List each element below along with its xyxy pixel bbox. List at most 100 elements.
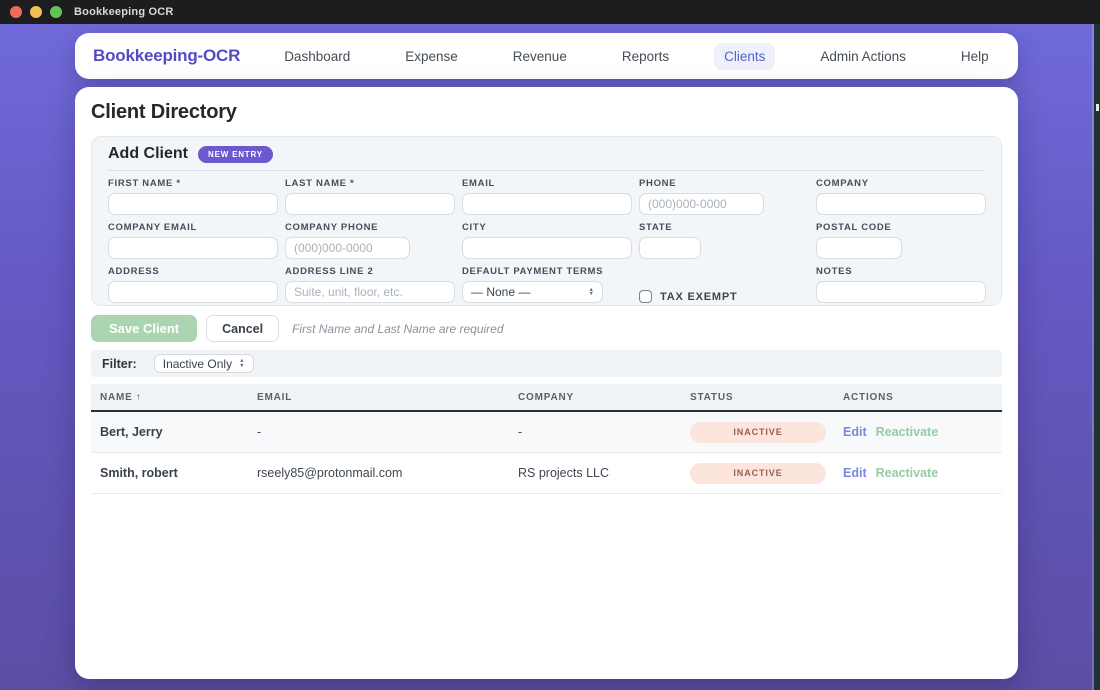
form-title: Add Client [108,145,188,162]
save-client-button[interactable]: Save Client [91,315,198,342]
last-name-label: LAST NAME * [285,178,355,189]
updown-arrows-icon: ▲ ▼ [239,358,245,369]
company-email-input[interactable] [108,237,278,259]
desktop-edge-strip [1094,24,1100,690]
phone-label: PHONE [639,178,677,189]
column-header-email[interactable]: EMAIL [257,391,293,403]
company-input[interactable] [816,193,986,215]
email-input[interactable] [462,193,632,215]
updown-arrows-icon: ▲ ▼ [588,286,594,297]
reactivate-link[interactable]: Reactivate [875,466,939,480]
company-label: COMPANY [816,178,869,189]
postal-code-input[interactable] [816,237,902,259]
field-email: EMAIL [462,176,639,215]
nav-menu: Dashboard Expense Revenue Reports Client… [274,42,999,70]
client-name: Smith, robert [100,466,178,480]
field-phone: PHONE [639,176,816,215]
field-notes: NOTES [816,264,986,303]
first-name-input[interactable] [108,193,278,215]
table-header-row: NAME ↑ EMAIL COMPANY STATUS ACTIONS [91,384,1002,412]
phone-input[interactable] [639,193,764,215]
filter-label: Filter: [102,356,137,371]
edit-link[interactable]: Edit [843,466,867,480]
field-address-line-2: ADDRESS LINE 2 [285,264,462,303]
field-address: ADDRESS [108,264,285,303]
nav-item-admin-actions[interactable]: Admin Actions [820,48,906,64]
notes-label: NOTES [816,266,853,277]
column-header-company[interactable]: COMPANY [518,391,574,403]
tax-exempt-checkbox[interactable] [639,290,652,303]
form-actions: Save Client Cancel First Name and Last N… [91,315,1002,342]
payment-terms-select[interactable]: — None — ▲ ▼ [462,281,603,303]
table-row: Bert, Jerry - - INACTIVE Edit Reactivate [91,412,1002,453]
state-input[interactable] [639,237,701,259]
client-email: rseely85@protonmail.com [257,466,403,480]
nav-item-dashboard[interactable]: Dashboard [284,48,351,64]
email-label: EMAIL [462,178,496,189]
city-input[interactable] [462,237,632,259]
field-state: STATE [639,220,816,259]
app-logo: Bookkeeping-OCR [93,46,241,65]
notes-input[interactable] [816,281,986,303]
status-badge: INACTIVE [690,421,826,443]
filter-bar: Filter: Inactive Only ▲ ▼ [91,350,1002,377]
company-email-label: COMPANY EMAIL [108,222,197,233]
field-first-name: FIRST NAME * [108,176,285,215]
field-last-name: LAST NAME * [285,176,462,215]
postal-code-label: POSTAL CODE [816,222,892,233]
tax-exempt-label: TAX EXEMPT [660,290,738,303]
column-header-status[interactable]: STATUS [690,391,734,403]
column-header-name[interactable]: NAME ↑ [100,391,142,403]
last-name-input[interactable] [285,193,455,215]
minimize-window-button[interactable] [30,6,42,18]
client-company: RS projects LLC [518,466,610,480]
nav-item-revenue[interactable]: Revenue [512,48,567,64]
address-line-2-label: ADDRESS LINE 2 [285,266,374,277]
payment-terms-value: — None — [471,285,531,299]
state-label: STATE [639,222,673,233]
status-filter-value: Inactive Only [162,356,233,371]
window-controls [10,6,62,18]
client-directory-panel: Client Directory Add Client NEW ENTRY FI… [75,87,1018,679]
form-divider [108,170,985,171]
edit-link[interactable]: Edit [843,425,867,439]
field-company-email: COMPANY EMAIL [108,220,285,259]
status-filter-select[interactable]: Inactive Only ▲ ▼ [153,354,254,373]
cancel-button[interactable]: Cancel [206,315,280,342]
clients-table: NAME ↑ EMAIL COMPANY STATUS ACTIONS Bert,… [91,384,1002,494]
client-company: - [518,425,523,439]
company-phone-label: COMPANY PHONE [285,222,379,233]
address-label: ADDRESS [108,266,160,277]
field-tax-exempt: TAX EXEMPT [639,285,816,308]
payment-terms-label: DEFAULT PAYMENT TERMS [462,266,604,277]
first-name-label: FIRST NAME * [108,178,181,189]
column-header-actions: ACTIONS [843,391,894,403]
add-client-form: Add Client NEW ENTRY FIRST NAME * LAST N… [91,136,1002,306]
nav-item-help[interactable]: Help [960,48,989,64]
window-title: Bookkeeping OCR [74,6,174,18]
zoom-window-button[interactable] [50,6,62,18]
company-phone-input[interactable] [285,237,410,259]
address-line-2-input[interactable] [285,281,455,303]
client-email: - [257,425,262,439]
reactivate-link[interactable]: Reactivate [875,425,939,439]
address-input[interactable] [108,281,278,303]
titlebar: Bookkeeping OCR [0,0,1100,24]
desktop-edge-speck [1096,104,1099,111]
required-fields-hint: First Name and Last Name are required [292,321,504,336]
table-row: Smith, robert rseely85@protonmail.com RS… [91,453,1002,494]
status-badge: INACTIVE [690,462,826,484]
field-postal-code: POSTAL CODE [816,220,986,259]
city-label: CITY [462,222,487,233]
window-edge-highlight [1092,24,1094,690]
field-city: CITY [462,220,639,259]
field-company-phone: COMPANY PHONE [285,220,462,259]
nav-item-reports[interactable]: Reports [621,48,670,64]
nav-item-expense[interactable]: Expense [405,48,458,64]
close-window-button[interactable] [10,6,22,18]
nav-item-clients[interactable]: Clients [714,42,776,70]
field-payment-terms: DEFAULT PAYMENT TERMS — None — ▲ ▼ [462,264,639,303]
client-name: Bert, Jerry [100,425,163,439]
top-navigation: Bookkeeping-OCR Dashboard Expense Revenu… [75,33,1018,79]
field-company: COMPANY [816,176,986,215]
